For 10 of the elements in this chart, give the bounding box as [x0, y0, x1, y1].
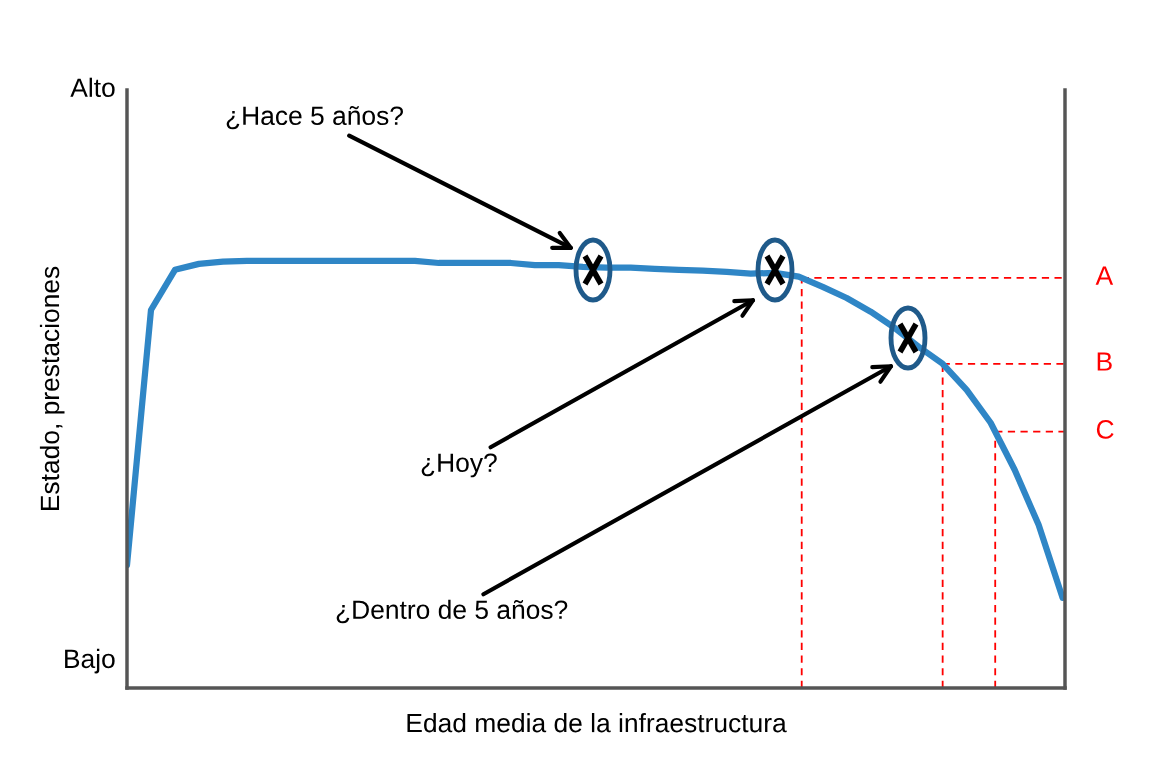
ref-line-label: C	[1096, 420, 1114, 439]
ref-line-label: B	[1097, 352, 1112, 371]
annotation: ¿Dentro de 5 años?	[336, 599, 568, 624]
text: ¿Hace 5 años?	[226, 105, 403, 130]
annotation: ¿Hoy?	[421, 453, 497, 478]
text: Alto	[70, 77, 115, 98]
y-axis-title: Estado, prestaciones	[39, 266, 65, 511]
ref-line-label: A	[1095, 266, 1114, 285]
text: Bajo	[65, 648, 115, 674]
x-axis-title: Edad media de la infraestructura	[407, 713, 787, 733]
